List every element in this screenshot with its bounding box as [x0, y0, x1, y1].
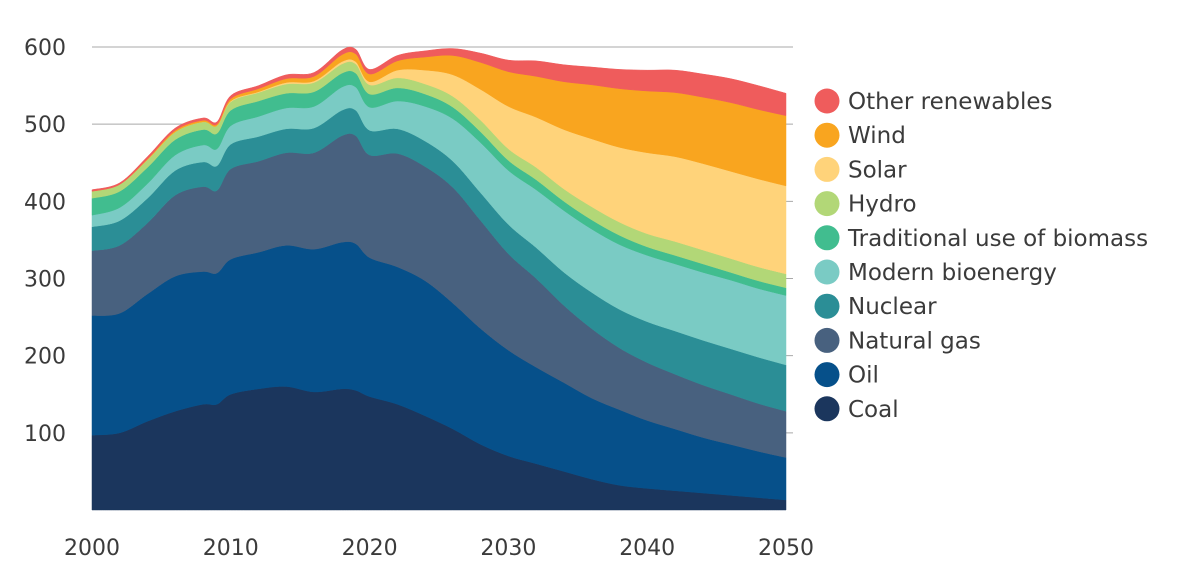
y-tick-label-600: 600	[24, 36, 66, 61]
legend-item-nuclear: Nuclear	[814, 293, 937, 320]
legend: Other renewables Wind Solar Hydro Traditiona…	[814, 88, 1148, 423]
legend-item-modern-bioenergy: Modern bioenergy	[814, 259, 1057, 286]
legend-swatch-modern-bioenergy	[814, 259, 840, 285]
legend-swatch-solar	[814, 156, 840, 182]
x-tick-label-2000: 2000	[64, 536, 120, 561]
legend-swatch-natural-gas	[814, 327, 840, 353]
legend-swatch-oil	[814, 362, 840, 388]
legend-label-hydro: Hydro	[848, 192, 917, 218]
y-tick-label-200: 200	[24, 345, 66, 370]
legend-label-wind: Wind	[848, 123, 906, 149]
legend-swatch-traditional-use-of-biomass	[814, 225, 840, 251]
x-tick-label-2010: 2010	[203, 536, 259, 561]
legend-swatch-hydro	[814, 191, 840, 217]
y-tick-label-100: 100	[24, 422, 66, 447]
legend-label-traditional-use-of-biomass: Traditional use of biomass	[847, 226, 1148, 252]
y-tick-label-400: 400	[24, 190, 66, 215]
legend-label-coal: Coal	[848, 397, 899, 423]
x-axis-ticks: 2000 2010 2020 2030 2040 2050	[64, 536, 814, 561]
legend-item-coal: Coal	[814, 396, 899, 423]
legend-label-nuclear: Nuclear	[848, 294, 937, 320]
x-tick-label-2030: 2030	[480, 536, 536, 561]
area-other-renewables	[91, 46, 787, 192]
y-axis-ticks: 100 200 300 400 500 600	[24, 36, 66, 447]
legend-label-oil: Oil	[848, 363, 879, 389]
legend-swatch-coal	[814, 396, 840, 422]
legend-item-other-renewables: Other renewables	[814, 88, 1052, 115]
legend-swatch-nuclear	[814, 293, 840, 319]
y-tick-label-500: 500	[24, 113, 66, 138]
legend-label-natural-gas: Natural gas	[848, 328, 981, 354]
x-tick-label-2050: 2050	[758, 536, 814, 561]
legend-swatch-wind	[814, 122, 840, 148]
legend-item-hydro: Hydro	[814, 191, 917, 218]
legend-label-modern-bioenergy: Modern bioenergy	[848, 260, 1057, 286]
legend-label-solar: Solar	[848, 157, 907, 183]
x-tick-label-2020: 2020	[342, 536, 398, 561]
legend-swatch-other-renewables	[814, 88, 840, 114]
legend-item-natural-gas: Natural gas	[814, 327, 981, 354]
legend-item-oil: Oil	[814, 362, 879, 389]
y-tick-label-300: 300	[24, 268, 66, 293]
legend-label-other-renewables: Other renewables	[848, 89, 1052, 115]
area-series	[91, 46, 787, 511]
x-tick-label-2040: 2040	[619, 536, 675, 561]
legend-item-traditional-use-of-biomass: Traditional use of biomass	[814, 225, 1148, 252]
legend-item-solar: Solar	[814, 156, 907, 183]
legend-item-wind: Wind	[814, 122, 906, 149]
